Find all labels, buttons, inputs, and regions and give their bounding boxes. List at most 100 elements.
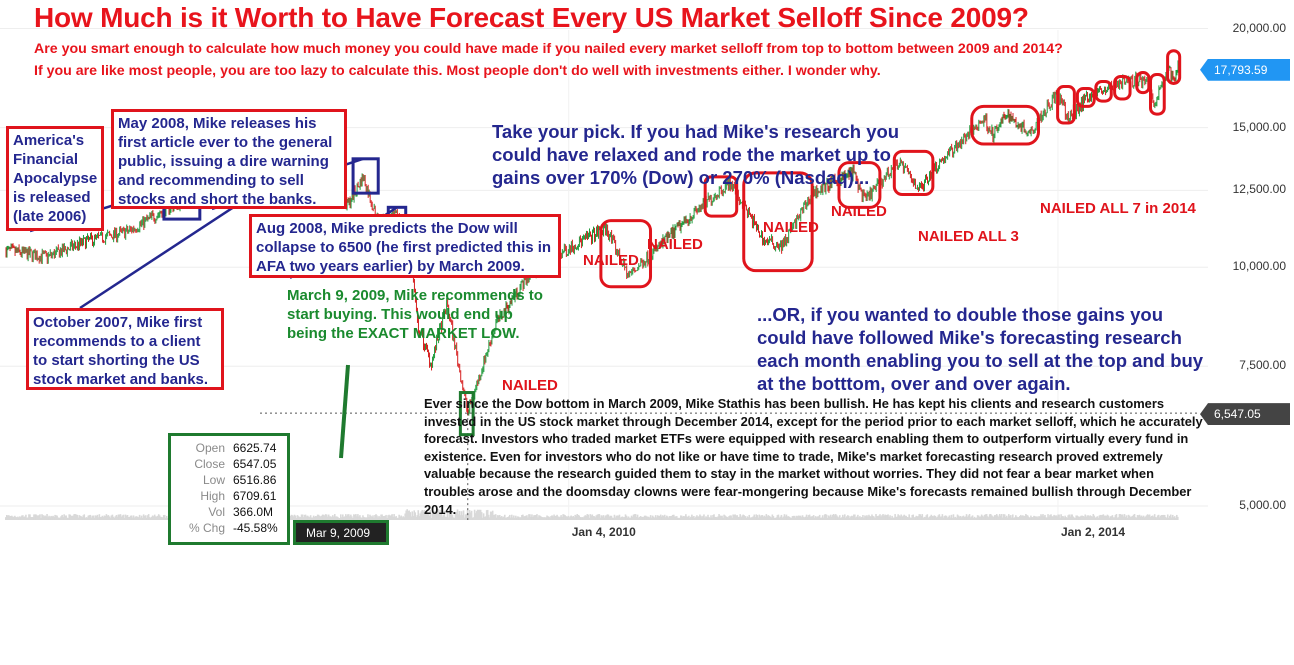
volume-bar <box>1141 516 1144 520</box>
volume-bar <box>88 515 91 520</box>
volume-bar <box>1103 515 1106 520</box>
volume-bar <box>1029 517 1031 520</box>
volume-bar <box>406 509 408 520</box>
volume-bar <box>84 517 87 520</box>
subtitle-line-1: Are you smart enough to calculate how mu… <box>34 41 1063 57</box>
volume-bar <box>43 516 45 520</box>
volume-bar <box>917 516 920 520</box>
volume-bar <box>1023 516 1025 520</box>
volume-bar <box>559 516 561 520</box>
volume-bar <box>66 517 68 520</box>
volume-bar <box>1174 517 1177 520</box>
volume-bar <box>756 515 759 520</box>
volume-bar <box>53 517 55 520</box>
volume-bar <box>564 515 566 520</box>
volume-bar <box>886 514 888 520</box>
volume-bar <box>113 517 116 520</box>
volume-bar <box>9 516 11 520</box>
volume-bar <box>1117 517 1120 520</box>
volume-bar <box>426 512 429 520</box>
nailed-label-2010: NAILED <box>502 377 558 394</box>
volume-bar <box>146 515 149 520</box>
volume-bar <box>1026 514 1028 520</box>
ohlc-tooltip: Open 6625.74 Close 6547.05 Low 6516.86 High… <box>168 433 290 545</box>
volume-bar <box>47 517 49 520</box>
volume-bar <box>931 515 934 520</box>
volume-bar <box>793 515 796 520</box>
volume-bar <box>587 514 590 520</box>
volume-bar <box>916 516 919 520</box>
volume-bar <box>299 516 302 520</box>
volume-bar <box>70 515 72 520</box>
volume-bar <box>1155 517 1158 520</box>
volume-bar <box>670 515 673 520</box>
volume-bar <box>593 516 596 520</box>
volume-bar <box>36 515 38 520</box>
volume-bar <box>300 514 303 520</box>
volume-bar <box>304 514 307 520</box>
volume-bar <box>996 515 999 520</box>
volume-bar <box>927 517 930 520</box>
volume-bar <box>942 517 945 520</box>
volume-bar <box>96 514 99 520</box>
volume-bar <box>1127 514 1130 520</box>
volume-bar <box>387 515 389 520</box>
volume-bar <box>901 516 903 520</box>
volume-bar <box>983 514 986 520</box>
volume-bar <box>800 517 803 520</box>
volume-bar <box>453 517 456 520</box>
volume-bar <box>509 514 511 520</box>
volume-bar <box>914 517 917 520</box>
volume-bar <box>1048 516 1050 520</box>
volume-bar <box>436 510 439 520</box>
volume-bar <box>1053 514 1055 520</box>
volume-bar <box>651 515 654 520</box>
volume-bar <box>159 516 162 520</box>
volume-bar <box>816 516 819 520</box>
volume-bar <box>975 517 978 520</box>
volume-bar <box>659 514 662 520</box>
volume-bar <box>693 516 695 520</box>
volume-bar <box>419 513 422 520</box>
volume-bar <box>319 516 322 520</box>
volume-bar <box>395 516 397 520</box>
volume-bar <box>630 515 633 520</box>
volume-bar <box>576 514 579 520</box>
volume-bar <box>469 512 472 520</box>
volume-bar <box>1087 515 1090 520</box>
volume-bar <box>1157 514 1160 520</box>
volume-bar <box>821 515 824 520</box>
volume-bar <box>758 514 761 520</box>
volume-bar <box>131 517 134 520</box>
volume-bar <box>74 514 77 520</box>
volume-bar <box>622 517 625 520</box>
volume-bar <box>658 515 661 520</box>
ohlc-row-low: Low 6516.86 <box>202 473 277 487</box>
volume-bar <box>86 517 89 520</box>
volume-bar <box>955 517 958 520</box>
volume-bar <box>1074 517 1076 520</box>
volume-bar <box>1060 514 1062 520</box>
volume-bar <box>807 515 810 520</box>
volume-bar <box>61 514 63 520</box>
volume-bar <box>10 515 12 520</box>
volume-bar <box>763 515 766 520</box>
volume-bar <box>939 516 942 520</box>
volume-bar <box>67 517 69 520</box>
volume-bar <box>891 515 893 520</box>
volume-bar <box>435 512 438 520</box>
volume-bar <box>480 512 483 520</box>
volume-bar <box>416 515 419 520</box>
volume-bar <box>752 516 755 520</box>
volume-bar <box>534 515 536 520</box>
volume-bar <box>397 517 399 520</box>
volume-bar <box>762 516 765 520</box>
volume-bar <box>884 514 886 520</box>
volume-bar <box>1147 515 1150 520</box>
volume-bar <box>844 514 846 520</box>
volume-bar <box>1007 514 1010 520</box>
volume-bar <box>1171 514 1174 520</box>
volume-bar <box>1096 516 1099 520</box>
volume-bar <box>894 514 896 520</box>
volume-bar <box>860 517 862 520</box>
